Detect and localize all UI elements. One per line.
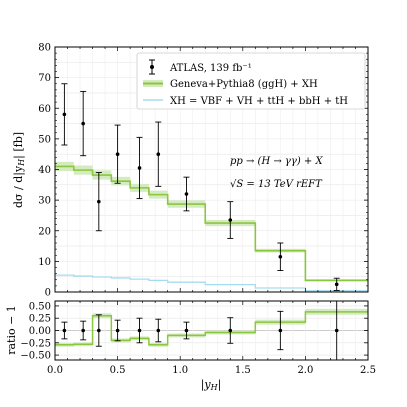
ratio-marker xyxy=(334,328,339,333)
legend-atlas-label: ATLAS, 139 fb⁻¹ xyxy=(169,63,252,74)
atlas-point xyxy=(155,121,162,187)
ratio-x-tick-label: 0.0 xyxy=(47,365,63,376)
legend-geneva-label: Geneva+Pythia8 (ggH) + XH xyxy=(170,79,318,90)
ratio-panel: 0.50 0.250.00−0.25 −0.50 0.0 0.5 1.0 1.5 2.0 2.… xyxy=(5,300,376,392)
ratio-point xyxy=(183,321,190,340)
ratio-x-tick-label: 2.0 xyxy=(297,365,313,376)
ratio-point xyxy=(155,318,162,343)
xh-step-line xyxy=(55,274,368,292)
ratio-point xyxy=(136,317,143,344)
ratio-x-tick-label: 0.5 xyxy=(110,365,126,376)
ratio-x-tick-label: 1.5 xyxy=(235,365,251,376)
ratio-y-tick-label: 0.25 xyxy=(29,314,51,325)
legend-entry-xh: XH = VBF + VH + ttH + bbH + tH xyxy=(143,96,348,107)
ratio-data-points xyxy=(61,300,340,361)
legend-entry-atlas: ATLAS, 139 fb⁻¹ xyxy=(149,59,252,75)
atlas-marker xyxy=(184,192,189,196)
main-y-tick-label: 10 xyxy=(38,257,51,268)
ratio-x-ticks: 0.0 0.5 1.0 1.5 2.0 2.5 xyxy=(47,301,376,376)
ratio-point xyxy=(61,321,68,340)
energy-annotation: √S = 13 TeV rEFT xyxy=(230,179,323,190)
ratio-marker xyxy=(156,328,161,333)
ratio-geneva-histogram xyxy=(55,311,368,346)
ratio-x-tick-label: 1.0 xyxy=(172,365,188,376)
legend-frame xyxy=(136,52,366,110)
atlas-marker xyxy=(156,152,161,156)
ratio-x-tick-label: 2.5 xyxy=(360,365,376,376)
main-y-tick-label: 30 xyxy=(38,196,51,207)
ratio-y-ticks: 0.50 0.250.00−0.25 −0.50 xyxy=(20,301,368,362)
atlas-point xyxy=(277,242,284,272)
main-y-tick-label: 50 xyxy=(38,134,51,145)
ratio-y-axis-label: ratio − 1 xyxy=(5,305,18,355)
ratio-marker xyxy=(278,328,283,333)
main-y-axis-label: dσ / d|yH| [fb] xyxy=(12,132,26,208)
atlas-point xyxy=(183,176,190,212)
ratio-point xyxy=(95,314,102,347)
atlas-marker xyxy=(62,112,67,117)
xh-histogram xyxy=(55,274,368,292)
legend-entry-geneva: Geneva+Pythia8 (ggH) + XH xyxy=(143,79,318,90)
ratio-point xyxy=(277,310,284,351)
ratio-marker xyxy=(97,328,101,333)
ratio-y-tick-label: −0.25 xyxy=(20,338,51,349)
ratio-marker xyxy=(62,328,67,333)
atlas-point xyxy=(95,172,102,232)
ratio-point xyxy=(114,319,121,342)
ratio-y-tick-label: −0.50 xyxy=(20,351,51,362)
main-y-tick-label: 40 xyxy=(38,165,51,176)
atlas-point xyxy=(61,83,68,146)
geneva-histogram xyxy=(55,165,368,282)
geneva-step-line xyxy=(55,165,368,282)
main-x-ticks xyxy=(54,47,369,292)
atlas-data-points xyxy=(61,83,340,291)
atlas-point xyxy=(333,277,340,291)
ratio-marker xyxy=(81,328,85,333)
main-y-tick-label: 0 xyxy=(45,288,51,299)
ratio-marker xyxy=(115,328,120,333)
main-y-tick-label: 80 xyxy=(38,43,51,54)
ratio-x-axis-label: |yH| xyxy=(201,378,222,392)
ratio-marker xyxy=(228,328,233,333)
ratio-point xyxy=(80,320,87,341)
main-y-tick-label: 70 xyxy=(38,73,51,84)
main-y-tick-label: 60 xyxy=(38,104,51,115)
ratio-marker xyxy=(137,328,142,333)
ratio-marker xyxy=(184,328,189,333)
ratio-point xyxy=(227,317,234,344)
atlas-marker xyxy=(137,166,142,170)
ratio-geneva-step-line xyxy=(55,311,368,346)
atlas-marker xyxy=(97,199,101,204)
ratio-y-tick-label: 0.00 xyxy=(29,326,51,337)
process-annotation: pp → (H → γγ) + X xyxy=(230,156,323,167)
atlas-point xyxy=(136,136,143,200)
legend-atlas-marker-dot xyxy=(150,65,154,69)
atlas-marker xyxy=(334,282,339,287)
atlas-marker xyxy=(81,121,85,126)
legend-xh-label: XH = VBF + VH + ttH + bbH + tH xyxy=(170,96,348,107)
atlas-point xyxy=(227,201,234,239)
main-y-tick-label: 20 xyxy=(38,226,51,237)
atlas-point xyxy=(114,124,121,184)
legend: ATLAS, 139 fb⁻¹ Geneva+Pythia8 (ggH) + X… xyxy=(136,52,366,110)
atlas-point xyxy=(80,90,87,157)
atlas-marker xyxy=(228,218,233,222)
atlas-marker xyxy=(278,254,283,259)
main-y-ticks: 0 10 20 30 40 50 60 70 80 xyxy=(38,43,368,299)
ratio-y-tick-label: 0.50 xyxy=(29,301,51,312)
atlas-marker xyxy=(115,152,120,156)
